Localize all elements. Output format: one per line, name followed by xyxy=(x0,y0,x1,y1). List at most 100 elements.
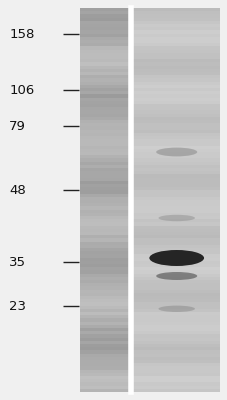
Bar xyxy=(133,113,219,117)
Bar xyxy=(79,171,129,174)
Bar xyxy=(133,337,219,341)
Bar xyxy=(79,228,129,232)
Text: 79: 79 xyxy=(9,120,26,132)
Bar xyxy=(79,286,129,290)
Ellipse shape xyxy=(158,215,194,221)
Bar xyxy=(79,33,129,37)
Bar xyxy=(79,212,129,216)
Bar xyxy=(79,184,129,187)
Bar xyxy=(79,289,129,293)
Bar xyxy=(133,251,219,254)
Bar xyxy=(79,254,129,258)
Bar xyxy=(133,238,219,242)
Bar xyxy=(79,56,129,59)
Bar xyxy=(133,56,219,59)
Bar xyxy=(133,232,219,235)
Bar xyxy=(133,46,219,50)
Bar xyxy=(79,113,129,117)
Bar xyxy=(133,385,219,389)
Bar xyxy=(133,388,219,392)
Bar xyxy=(133,360,219,363)
Bar xyxy=(133,347,219,350)
Bar xyxy=(79,97,129,101)
Bar xyxy=(133,315,219,318)
Bar xyxy=(79,168,129,171)
Bar xyxy=(133,158,219,162)
Bar xyxy=(133,257,219,261)
Bar xyxy=(79,241,129,245)
Bar xyxy=(133,27,219,30)
Bar xyxy=(133,8,219,11)
Bar xyxy=(79,244,129,248)
Bar xyxy=(133,382,219,386)
Bar xyxy=(79,120,129,123)
Text: 48: 48 xyxy=(9,184,26,196)
Bar xyxy=(79,248,129,251)
Bar xyxy=(79,251,129,254)
Bar xyxy=(133,376,219,379)
Bar xyxy=(133,292,219,296)
Bar xyxy=(133,193,219,197)
Bar xyxy=(79,225,129,229)
Bar xyxy=(79,46,129,50)
Bar xyxy=(133,363,219,366)
Bar xyxy=(79,280,129,283)
Bar xyxy=(133,187,219,190)
Bar xyxy=(133,260,219,264)
Bar xyxy=(79,340,129,344)
Bar xyxy=(133,222,219,226)
Bar xyxy=(133,11,219,14)
Bar xyxy=(133,340,219,344)
Bar xyxy=(133,289,219,293)
Bar xyxy=(79,222,129,226)
Bar xyxy=(79,145,129,149)
Bar xyxy=(133,100,219,104)
Bar xyxy=(79,305,129,309)
Bar xyxy=(79,209,129,213)
Bar xyxy=(133,65,219,69)
Bar xyxy=(133,24,219,27)
Bar xyxy=(79,17,129,21)
Bar xyxy=(79,49,129,53)
Bar xyxy=(79,270,129,274)
Bar xyxy=(79,180,129,184)
Bar xyxy=(79,328,129,331)
Bar xyxy=(133,248,219,251)
Bar xyxy=(133,235,219,238)
Bar xyxy=(133,244,219,248)
Bar xyxy=(79,315,129,318)
Bar xyxy=(79,356,129,360)
Bar xyxy=(133,228,219,232)
Bar xyxy=(133,225,219,229)
Bar xyxy=(133,318,219,322)
Bar xyxy=(79,187,129,190)
Bar xyxy=(133,216,219,219)
Bar xyxy=(133,299,219,302)
Bar xyxy=(133,324,219,328)
Bar xyxy=(79,132,129,136)
Bar xyxy=(79,216,129,219)
Bar xyxy=(79,353,129,357)
Bar xyxy=(133,344,219,347)
Bar xyxy=(79,206,129,210)
Bar xyxy=(79,366,129,370)
Bar xyxy=(79,14,129,18)
Bar xyxy=(79,379,129,382)
Bar xyxy=(79,72,129,75)
Bar xyxy=(79,219,129,222)
Bar xyxy=(79,100,129,104)
Bar xyxy=(133,184,219,187)
Bar xyxy=(79,260,129,264)
Text: 106: 106 xyxy=(9,84,34,96)
Bar xyxy=(79,190,129,194)
Bar xyxy=(79,88,129,91)
Bar xyxy=(79,376,129,379)
Bar xyxy=(133,142,219,146)
Bar xyxy=(79,196,129,200)
Bar xyxy=(79,344,129,347)
Bar xyxy=(133,91,219,94)
Bar xyxy=(79,43,129,46)
Bar xyxy=(133,52,219,56)
Bar xyxy=(79,81,129,85)
Bar xyxy=(79,334,129,338)
